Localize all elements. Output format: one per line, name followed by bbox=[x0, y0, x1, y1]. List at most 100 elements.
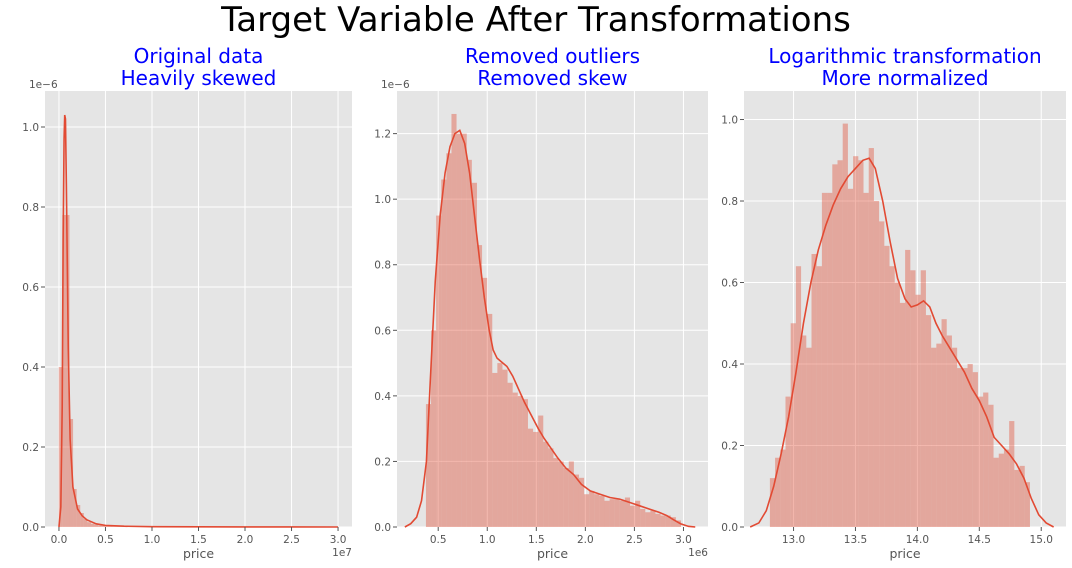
y-tick-label: 1.0 bbox=[22, 122, 39, 134]
x-tick-label: 2.0 bbox=[577, 534, 594, 546]
histogram-bar bbox=[502, 369, 508, 527]
histogram-bar bbox=[837, 160, 843, 527]
subplot-title-line: Logarithmic transformation bbox=[768, 44, 1041, 68]
x-tick-label: 3.0 bbox=[330, 534, 347, 546]
x-tick-label: 2.0 bbox=[237, 534, 254, 546]
histogram-bar bbox=[816, 266, 822, 527]
histogram-bar bbox=[873, 201, 880, 528]
histogram-bar bbox=[915, 294, 921, 527]
histogram-bar bbox=[910, 270, 916, 527]
histogram-bar bbox=[884, 245, 890, 527]
x-tick-label: 0.5 bbox=[97, 534, 114, 546]
histogram-bar bbox=[466, 159, 472, 527]
histogram-bar bbox=[456, 133, 462, 527]
histogram-bar bbox=[563, 467, 569, 527]
histogram-bar bbox=[951, 347, 958, 527]
x-tick-label: 1.0 bbox=[479, 534, 496, 546]
y-tick-label: 0.2 bbox=[721, 441, 738, 453]
histogram-bar bbox=[517, 395, 523, 527]
subplot-1: 0.0 0.5 1.0 1.5 2.0 2.5 3.0 0.0 0.2 0.4 0.6 0.8 1.0 p… bbox=[22, 44, 352, 561]
subplot-title-line: Original data bbox=[134, 44, 264, 68]
histogram-bar bbox=[795, 266, 802, 527]
histogram-bar bbox=[476, 245, 483, 527]
histogram-bar bbox=[972, 372, 978, 527]
x-tick-label: 0.0 bbox=[51, 534, 68, 546]
histogram-bar bbox=[962, 368, 968, 527]
subplots: 0.0 0.5 1.0 1.5 2.0 2.5 3.0 0.0 0.2 0.4 0.6 0.8 1.0 p… bbox=[22, 44, 1066, 561]
x-tick-label: 15.0 bbox=[1030, 534, 1053, 546]
histogram-bar bbox=[650, 510, 656, 527]
histogram-bar bbox=[827, 192, 833, 528]
x-axis-label: price bbox=[183, 546, 214, 561]
histogram-bar bbox=[858, 160, 864, 527]
histogram-bar bbox=[920, 270, 926, 527]
x-tick-label: 1.0 bbox=[144, 534, 161, 546]
histogram-bar bbox=[1003, 449, 1010, 527]
x-tick-label: 3.0 bbox=[675, 534, 692, 546]
x-tick-label: 1.5 bbox=[190, 534, 207, 546]
histogram-bar bbox=[946, 335, 952, 527]
histogram-bar bbox=[889, 266, 895, 527]
y-tick-label: 0.2 bbox=[374, 456, 391, 468]
y-tick-label: 1.0 bbox=[721, 115, 738, 127]
histogram-bar bbox=[108, 526, 113, 527]
histogram-bar bbox=[98, 525, 102, 527]
histogram-bar bbox=[533, 431, 539, 527]
histogram-bar bbox=[609, 499, 615, 527]
histogram-bar bbox=[670, 517, 676, 527]
histogram-bar bbox=[599, 495, 605, 527]
histogram-bar bbox=[558, 461, 564, 527]
histogram-bar bbox=[675, 520, 682, 527]
histogram-bar bbox=[451, 113, 457, 528]
y-tick-label: 0.4 bbox=[374, 391, 391, 403]
histogram-bar bbox=[69, 419, 74, 527]
subplot-2: 0.5 1.0 1.5 2.0 2.5 3.0 0.0 0.2 0.4 0.6 0.8 1.0 1.2 p… bbox=[374, 44, 708, 561]
histogram-bar bbox=[640, 508, 646, 527]
histogram-bar bbox=[73, 489, 77, 527]
histogram-bar bbox=[83, 519, 88, 527]
figure-suptitle: Target Variable After Transformations bbox=[220, 0, 851, 40]
histogram-bar bbox=[853, 156, 859, 527]
y-tick-label: 0.0 bbox=[22, 522, 39, 534]
y-tick-label: 0.8 bbox=[22, 202, 39, 214]
x-tick-label: 14.5 bbox=[968, 534, 991, 546]
x-tick-label: 0.5 bbox=[430, 534, 447, 546]
plot-area bbox=[744, 91, 1066, 527]
y-tick-label: 0.4 bbox=[721, 359, 738, 371]
histogram-bar bbox=[1014, 469, 1020, 527]
histogram-bar bbox=[80, 513, 84, 527]
histogram-bar bbox=[660, 515, 666, 527]
histogram-bar bbox=[780, 449, 786, 527]
subplot-title-line: Heavily skewed bbox=[121, 66, 277, 90]
histogram-bar bbox=[522, 399, 528, 527]
histogram-bar bbox=[425, 404, 432, 527]
histogram-bar bbox=[604, 500, 610, 527]
histogram-bar bbox=[847, 188, 854, 528]
plot-area bbox=[397, 91, 708, 527]
y-tick-label: 0.6 bbox=[374, 325, 391, 337]
histogram-bar bbox=[58, 367, 63, 527]
x-tick-label: 13.0 bbox=[782, 534, 805, 546]
histogram-bar bbox=[614, 499, 620, 527]
histogram-bar bbox=[806, 347, 812, 527]
histogram-bar bbox=[497, 363, 503, 527]
histogram-bar bbox=[436, 215, 442, 528]
histogram-bar bbox=[584, 494, 590, 527]
histogram-bar bbox=[967, 364, 973, 527]
histogram-bar bbox=[785, 396, 791, 527]
histogram-bar bbox=[655, 513, 661, 527]
histogram-bar bbox=[76, 505, 81, 527]
histogram-bar bbox=[492, 372, 498, 527]
histogram-bar bbox=[538, 415, 544, 527]
histogram-bar bbox=[790, 323, 796, 527]
histogram-bar bbox=[894, 282, 900, 527]
y-tick-label: 0.8 bbox=[721, 196, 738, 208]
histogram-bar bbox=[471, 182, 477, 527]
histogram-bar bbox=[101, 525, 106, 527]
histogram-bar bbox=[801, 335, 807, 527]
histogram-bar bbox=[665, 515, 671, 527]
histogram-bar bbox=[630, 505, 636, 527]
histogram-bar bbox=[461, 133, 467, 527]
histogram-bar bbox=[879, 221, 885, 527]
